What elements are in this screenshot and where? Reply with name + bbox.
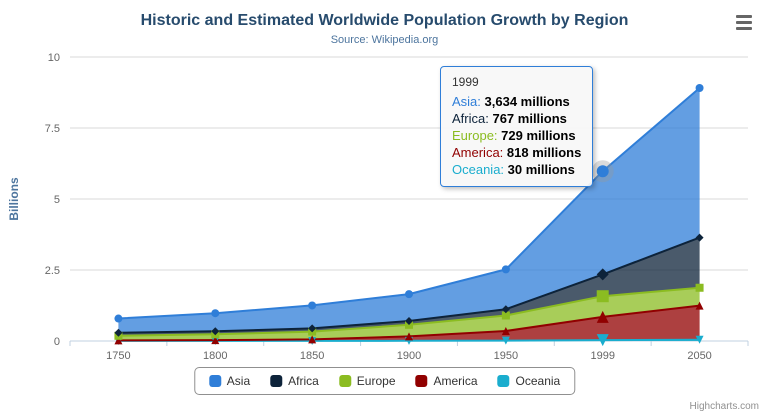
marker-asia-1800[interactable]: [211, 309, 220, 318]
marker-africa-1950[interactable]: [501, 305, 510, 314]
legend-symbol-africa: [270, 375, 283, 387]
marker-america-1900[interactable]: [405, 332, 413, 341]
marker-africa-1800[interactable]: [211, 327, 220, 336]
legend-label: America: [433, 374, 478, 388]
x-tick-label: 1750: [106, 350, 130, 362]
legend-symbol-america: [415, 375, 428, 387]
highcharts-credit[interactable]: Highcharts.com: [689, 401, 759, 412]
tooltip-row-america: America: 818 millions: [452, 144, 581, 161]
marker-america-1850[interactable]: [308, 335, 317, 344]
tooltip-series-name: Europe:: [452, 128, 502, 143]
legend: Asia Africa Europe America Oceania: [193, 367, 576, 395]
hamburger-icon: [736, 26, 752, 30]
chart-subtitle: Source: Wikipedia.org: [330, 34, 439, 46]
legend-symbol-europe: [338, 375, 351, 387]
tooltip-row-africa: Africa: 767 millions: [452, 110, 581, 127]
chart-title: Historic and Estimated Worldwide Populat…: [140, 12, 629, 29]
legend-item-africa[interactable]: Africa: [270, 374, 319, 388]
marker-africa-1900[interactable]: [405, 317, 413, 326]
area-africa[interactable]: [118, 237, 700, 336]
area-asia[interactable]: [118, 88, 700, 333]
x-tick-label: 2050: [687, 350, 711, 362]
area-america[interactable]: [118, 305, 700, 341]
marker-america-1950[interactable]: [501, 327, 510, 336]
tooltip-rows: Asia: 3,634 millions Africa: 767 millions…: [452, 93, 581, 178]
marker-africa-1850[interactable]: [308, 324, 317, 333]
legend-item-oceania[interactable]: Oceania: [497, 374, 561, 388]
x-tick-label: 1999: [590, 350, 614, 362]
y-tick-label: 10: [48, 52, 60, 64]
legend-label: Africa: [288, 374, 319, 388]
marker-oceania-1999[interactable]: [596, 334, 609, 347]
tooltip-series-name: Asia:: [452, 94, 485, 109]
tooltip-row-europe: Europe: 729 millions: [452, 127, 581, 144]
marker-africa-1999[interactable]: [596, 268, 609, 281]
hamburger-icon: [736, 14, 752, 18]
marker-asia-1999[interactable]: [596, 165, 609, 178]
marker-africa-2050[interactable]: [695, 233, 704, 242]
marker-europe-1999[interactable]: [596, 290, 609, 303]
tooltip-series-value: 30 millions: [507, 162, 575, 177]
hamburger-icon: [736, 20, 752, 24]
legend-label: Oceania: [515, 374, 561, 388]
x-tick-label: 1900: [397, 350, 421, 362]
legend-symbol-oceania: [497, 375, 510, 387]
marker-asia-2050[interactable]: [695, 83, 704, 92]
tooltip-series-name: Oceania:: [452, 162, 508, 177]
tooltip-series-value: 3,634 millions: [484, 94, 570, 109]
tooltip-series-name: Africa:: [452, 111, 493, 126]
legend-item-europe[interactable]: Europe: [338, 374, 396, 388]
tooltip-series-name: America:: [452, 145, 507, 160]
marker-asia-1950[interactable]: [501, 265, 510, 274]
marker-america-1800[interactable]: [211, 336, 220, 345]
legend-label: Europe: [356, 374, 396, 388]
marker-europe-2050[interactable]: [695, 283, 704, 292]
tooltip-series-value: 729 millions: [501, 128, 576, 143]
marker-europe-1950[interactable]: [501, 311, 510, 320]
tooltip-series-value: 818 millions: [506, 145, 582, 160]
y-tick-label: 5: [54, 194, 60, 206]
marker-asia-1850[interactable]: [308, 301, 317, 310]
marker-america-1750[interactable]: [114, 336, 123, 345]
marker-oceania-1950[interactable]: [501, 336, 510, 345]
marker-asia-1900[interactable]: [405, 290, 413, 299]
legend-label: Asia: [226, 374, 251, 388]
tooltip-row-oceania: Oceania: 30 millions: [452, 161, 581, 178]
y-tick-label: 2.5: [45, 265, 60, 277]
tooltip-series-value: 767 millions: [492, 111, 567, 126]
marker-america-2050[interactable]: [695, 301, 704, 310]
x-tick-label: 1850: [300, 350, 324, 362]
tooltip-header: 1999: [452, 75, 479, 89]
y-tick-label: 7.5: [45, 123, 60, 135]
legend-item-america[interactable]: America: [415, 374, 478, 388]
y-tick-label: 0: [54, 336, 60, 348]
export-menu-button[interactable]: [731, 11, 757, 33]
marker-america-1999[interactable]: [596, 310, 609, 323]
marker-oceania-2050[interactable]: [695, 335, 704, 344]
tooltip-row-asia: Asia: 3,634 millions: [452, 93, 581, 110]
x-tick-label: 1800: [203, 350, 227, 362]
marker-africa-1750[interactable]: [114, 328, 123, 337]
y-axis-title: Billions: [7, 177, 21, 221]
legend-item-asia[interactable]: Asia: [208, 374, 251, 388]
marker-asia-1750[interactable]: [114, 314, 123, 323]
x-tick-label: 1950: [494, 350, 518, 362]
legend-symbol-asia: [208, 375, 221, 387]
tooltip: 1999 Asia: 3,634 millions Africa: 767 mil…: [440, 66, 594, 187]
